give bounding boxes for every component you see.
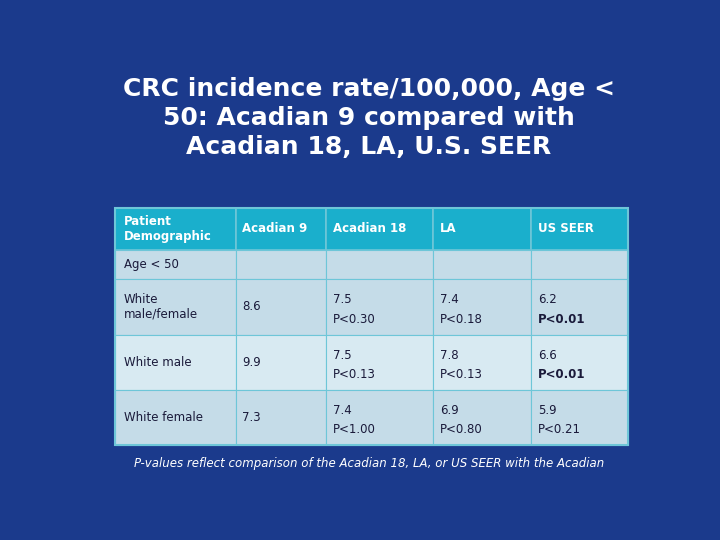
Bar [433, 390, 531, 445]
Bar [325, 249, 433, 279]
Text: P-values reflect comparison of the Acadian 18, LA, or US SEER with the Acadian: P-values reflect comparison of the Acadi… [134, 457, 604, 470]
Bar [115, 249, 235, 279]
Bar [115, 279, 235, 335]
Text: 6.9: 6.9 [440, 404, 459, 417]
Bar [531, 249, 629, 279]
Text: 6.6: 6.6 [538, 348, 557, 361]
Text: 7.4: 7.4 [440, 293, 459, 306]
Text: 8.6: 8.6 [242, 300, 261, 313]
Bar [325, 390, 433, 445]
Text: LA: LA [440, 222, 457, 235]
Bar [115, 208, 629, 446]
Bar [325, 279, 433, 335]
Bar [433, 279, 531, 335]
Text: US SEER: US SEER [538, 222, 593, 235]
Text: 7.5: 7.5 [333, 348, 352, 361]
Bar [235, 390, 325, 445]
Text: P<0.80: P<0.80 [440, 423, 483, 436]
Bar [433, 249, 531, 279]
Bar [531, 279, 629, 335]
Text: White
male/female: White male/female [124, 293, 198, 321]
Text: P<0.18: P<0.18 [440, 313, 483, 326]
Bar [235, 335, 325, 390]
Bar [235, 208, 325, 249]
Text: 7.3: 7.3 [242, 411, 261, 424]
Text: P<0.13: P<0.13 [440, 368, 483, 381]
Text: Acadian 9: Acadian 9 [242, 222, 307, 235]
Bar [433, 208, 531, 249]
Text: 7.4: 7.4 [333, 404, 352, 417]
Text: 9.9: 9.9 [242, 356, 261, 369]
Text: P<0.01: P<0.01 [538, 368, 585, 381]
Text: Patient
Demographic: Patient Demographic [124, 215, 212, 243]
Text: P<1.00: P<1.00 [333, 423, 376, 436]
Bar [115, 335, 235, 390]
Text: 7.8: 7.8 [440, 348, 459, 361]
Text: 6.2: 6.2 [538, 293, 557, 306]
Text: 7.5: 7.5 [333, 293, 352, 306]
Bar [115, 208, 235, 249]
Text: P<0.21: P<0.21 [538, 423, 581, 436]
Text: P<0.13: P<0.13 [333, 368, 376, 381]
Text: 5.9: 5.9 [538, 404, 557, 417]
Text: P<0.30: P<0.30 [333, 313, 376, 326]
Text: P<0.01: P<0.01 [538, 313, 585, 326]
Text: White female: White female [124, 411, 202, 424]
Bar [325, 208, 433, 249]
Bar [531, 208, 629, 249]
Bar [235, 279, 325, 335]
Bar [531, 335, 629, 390]
Text: CRC incidence rate/100,000, Age <
50: Acadian 9 compared with
Acadian 18, LA, U.: CRC incidence rate/100,000, Age < 50: Ac… [123, 77, 615, 159]
Bar [531, 390, 629, 445]
Text: Acadian 18: Acadian 18 [333, 222, 407, 235]
Bar [433, 335, 531, 390]
Bar [115, 390, 235, 445]
Bar [235, 249, 325, 279]
Bar [325, 335, 433, 390]
Text: White male: White male [124, 356, 192, 369]
Text: Age < 50: Age < 50 [124, 258, 179, 271]
